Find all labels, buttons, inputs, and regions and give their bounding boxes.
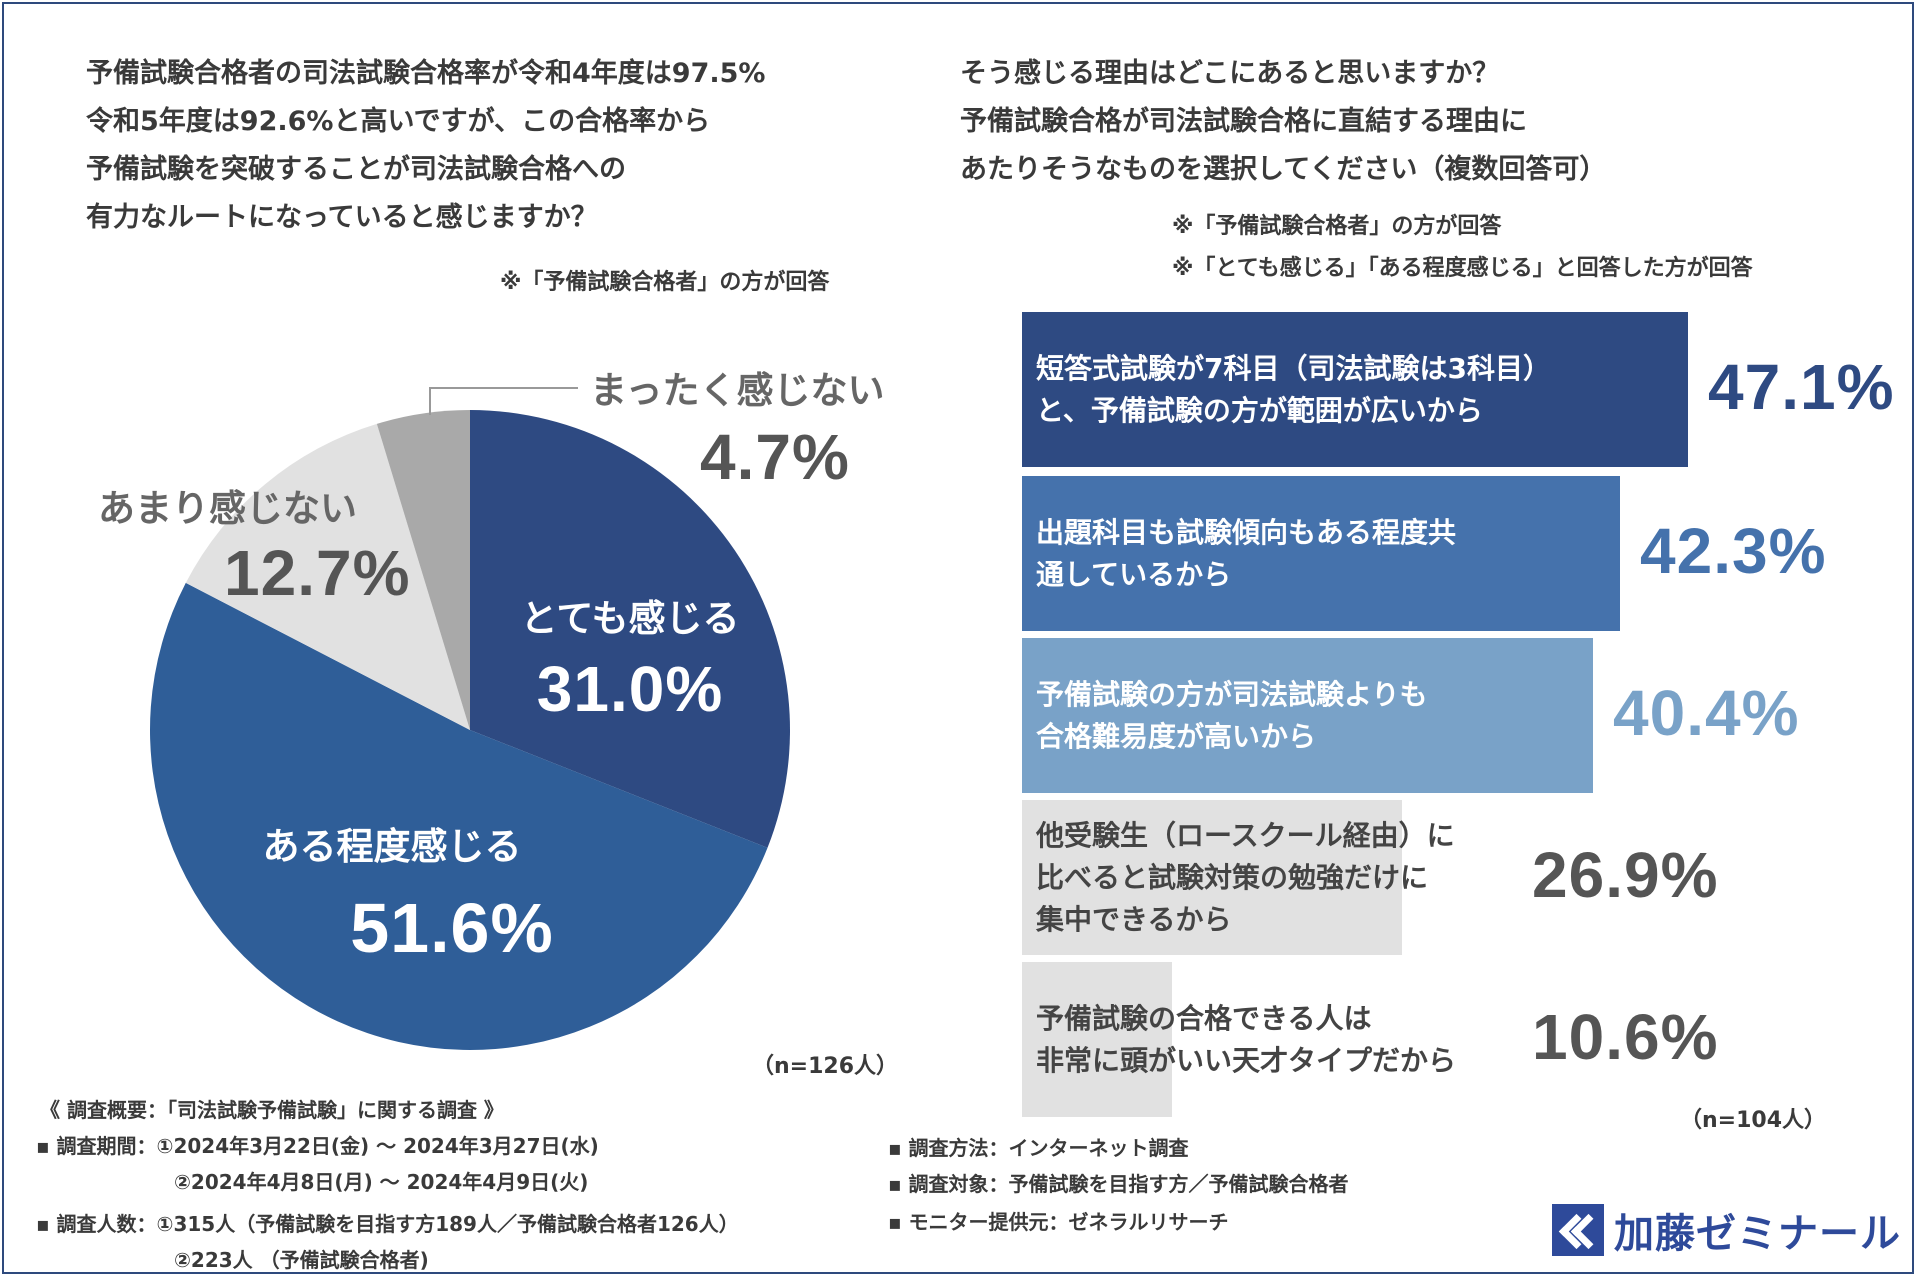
- double-chevron-icon: [1552, 1204, 1604, 1256]
- left-question-line-4: 有力なルートになっていると感じますか？: [86, 202, 598, 233]
- bar-2: [1022, 476, 1620, 631]
- left-question-line-2: 令和5年度は92.6%と高いですが、この合格率から: [86, 106, 711, 137]
- bar-label-line: 出題科目も試験傾向もある程度共: [1036, 515, 1457, 549]
- bar-label-line: 合格難易度が高いから: [1036, 719, 1317, 753]
- bar-label-line: 比べると試験対策の勉強だけに: [1036, 860, 1429, 894]
- brand-name: 加藤ゼミナール: [1614, 1211, 1901, 1257]
- bar-value-3: 40.4%: [1613, 676, 1800, 749]
- footer-period-2: ②2024年4月8日(月) 〜 2024年4月9日(火): [174, 1170, 589, 1194]
- bar-label-line: 非常に頭がいい天才タイプだから: [1036, 1043, 1457, 1077]
- footer-people-1: ▪ 調査人数：①315人（予備試験を目指す方189人／予備試験合格者126人）: [36, 1212, 739, 1236]
- footer-target: ▪ 調査対象：予備試験を目指す方／予備試験合格者: [888, 1172, 1349, 1196]
- bar-value-2: 42.3%: [1640, 514, 1827, 587]
- bar-label-1: 短答式試験が7科目（司法試験は3科目） と、予備試験の方が範囲が広いから: [1036, 348, 1551, 432]
- brand-logo: 加藤ゼミナール: [1552, 1202, 1901, 1258]
- slice-value-aruteido: 51.6%: [350, 889, 554, 967]
- bar-value-4: 26.9%: [1532, 838, 1719, 911]
- leader-line: [429, 387, 578, 415]
- bar-label-line: 短答式試験が7科目（司法試験は3科目）: [1036, 351, 1551, 385]
- bar-3: [1022, 638, 1593, 793]
- bar-label-line: 通しているから: [1036, 557, 1232, 591]
- right-n-label: （n=104人）: [1680, 1108, 1827, 1133]
- right-note-2: ※「とても感じる」「ある程度感じる」と回答した方が回答: [1172, 256, 1753, 281]
- bar-label-4: 他受験生（ロースクール経由）に 比べると試験対策の勉強だけに 集中できるから: [1036, 815, 1455, 941]
- bar-value-1: 47.1%: [1708, 350, 1895, 423]
- footer-method: ▪ 調査方法：インターネット調査: [888, 1136, 1189, 1160]
- pie-chart: [150, 387, 791, 1050]
- slice-value-totemo: 31.0%: [536, 653, 724, 725]
- slice-label-aruteido: ある程度感じる: [262, 825, 522, 868]
- bar-label-line: と、予備試験の方が範囲が広いから: [1036, 393, 1483, 427]
- slice-aruteido: [150, 582, 768, 1050]
- slice-value-amari: 12.7%: [224, 537, 411, 609]
- footer-monitor: ▪ モニター提供元：ゼネラルリサーチ: [888, 1210, 1229, 1234]
- bar-value-5: 10.6%: [1532, 1000, 1719, 1073]
- right-note-1: ※「予備試験合格者」の方が回答: [1172, 214, 1502, 239]
- bar-label-line: 他受験生（ロースクール経由）に: [1036, 818, 1455, 852]
- slice-label-mattaku: まったく感じない: [590, 369, 885, 412]
- left-n-label: （n=126人）: [752, 1054, 899, 1079]
- right-question-line-3: あたりそうなものを選択してください（複数回答可）: [960, 154, 1607, 185]
- bar-label-5: 予備試験の合格できる人は非常に頭がいい天才タイプだから: [1036, 998, 1456, 1082]
- slice-value-mattaku: 4.7%: [700, 421, 850, 493]
- slice-label-totemo: とても感じる: [520, 597, 740, 640]
- bar-1: [1022, 312, 1688, 467]
- right-question-line-1: そう感じる理由はどこにあると思いますか？: [960, 58, 1500, 89]
- left-question-line-1: 予備試験合格者の司法試験合格率が令和4年度は97.5%: [86, 58, 766, 89]
- footer-title: 《 調査概要：「司法試験予備試験」に関する調査 》: [40, 1098, 504, 1122]
- footer-people-2: ②223人 （予備試験合格者): [174, 1248, 429, 1272]
- left-note: ※「予備試験合格者」の方が回答: [500, 270, 830, 295]
- bar-label-2: 出題科目も試験傾向もある程度共 通しているから: [1036, 512, 1456, 596]
- bar-4: [1022, 800, 1402, 955]
- bar-label-line: 予備試験の合格できる人は: [1036, 1001, 1372, 1035]
- slice-label-amari: あまり感じない: [98, 487, 357, 530]
- slice-amari: [185, 423, 471, 730]
- bar-label-line: 予備試験の方が司法試験よりも: [1036, 677, 1428, 711]
- bar-label-3: 予備試験の方が司法試験よりも 合格難易度が高いから: [1036, 674, 1427, 758]
- footer-period-1: ▪ 調査期間：①2024年3月22日(金) 〜 2024年3月27日(水): [36, 1134, 599, 1158]
- right-question-line-2: 予備試験合格が司法試験合格に直結する理由に: [960, 106, 1527, 137]
- bar-5: [1022, 962, 1172, 1117]
- slice-totemo: [470, 410, 791, 848]
- slice-mattaku: [376, 410, 470, 730]
- bar-label-line: 集中できるから: [1036, 902, 1232, 936]
- left-question-line-3: 予備試験を突破することが司法試験合格への: [86, 154, 626, 185]
